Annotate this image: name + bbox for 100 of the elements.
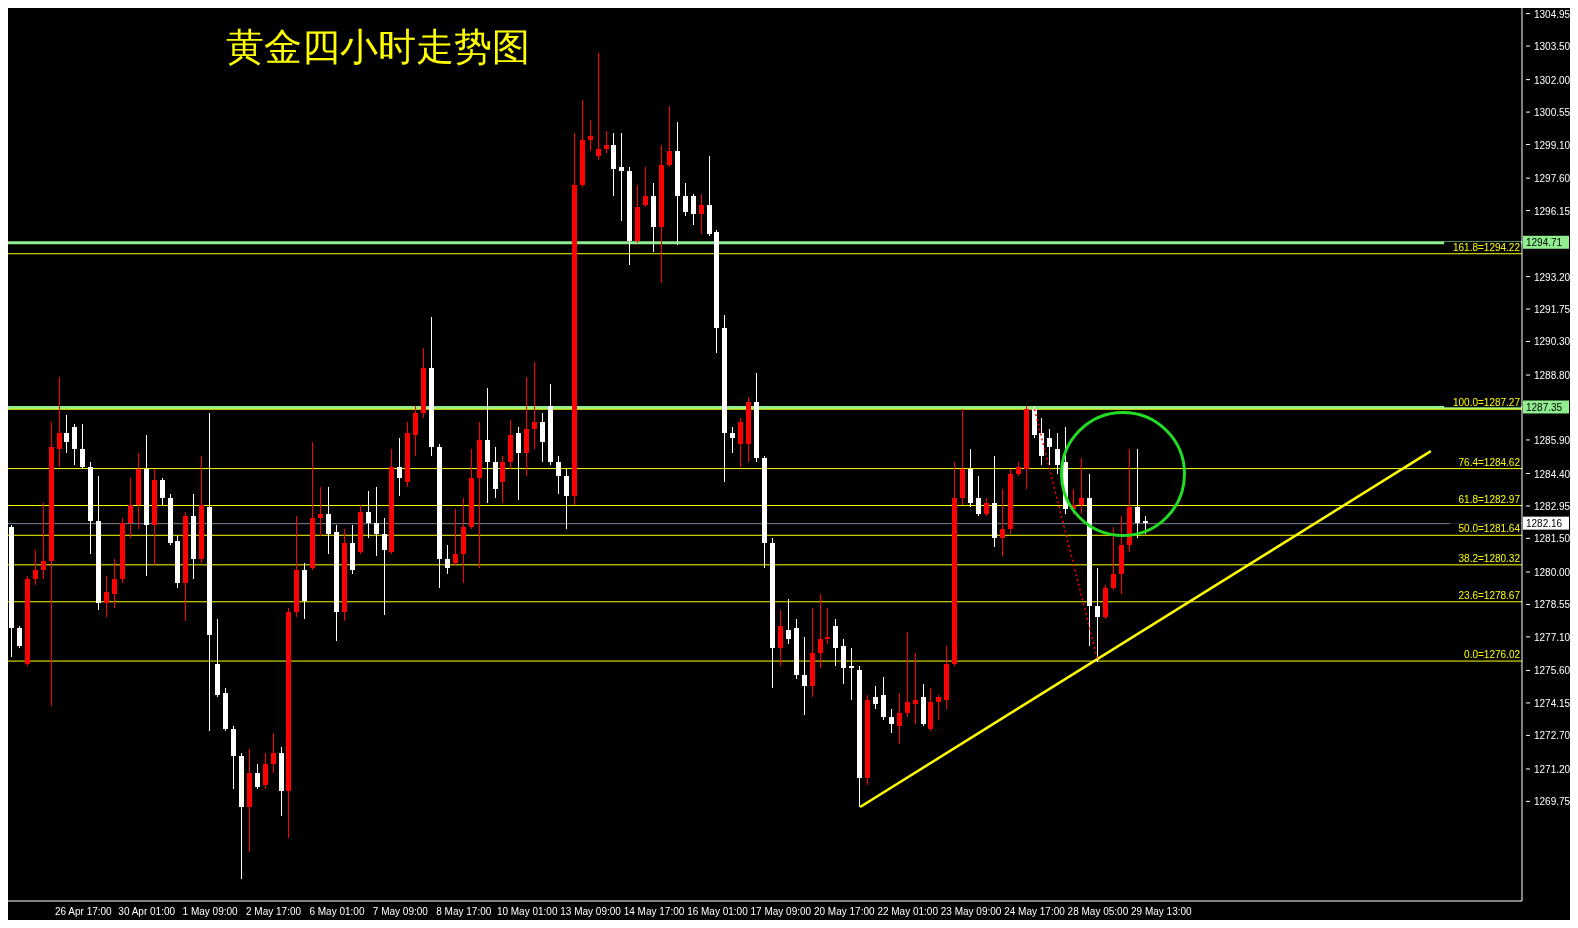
y-tick-label: 1304.95 [1534, 8, 1571, 20]
x-tick-label: 13 May 09:00 [560, 906, 622, 917]
y-tick-label: 1271.20 [1534, 763, 1571, 775]
y-tick-label: 1280.00 [1534, 567, 1571, 578]
candlestick [485, 387, 490, 504]
candlestick [64, 414, 69, 454]
x-tick-label: 10 May 01:00 [496, 906, 558, 917]
candlestick [881, 676, 886, 721]
ref-line-label: 1287.35 [1526, 401, 1563, 413]
candlestick [160, 477, 165, 506]
candlestick [841, 638, 846, 685]
y-tick-label: 1277.10 [1534, 631, 1571, 643]
x-tick-label: 8 May 17:00 [436, 906, 492, 917]
y-tick-label: 1281.50 [1534, 533, 1571, 545]
candlestick [683, 182, 688, 217]
candlestick [905, 631, 910, 718]
ref-line-label: 1294.71 [1526, 236, 1563, 248]
y-tick-label: 1282.95 [1534, 500, 1571, 512]
x-tick-label: 2 May 17:00 [246, 906, 302, 917]
candlestick [263, 752, 268, 790]
candlestick [913, 652, 918, 725]
y-tick-label: 1274.15 [1534, 697, 1571, 709]
candlestick [128, 477, 133, 539]
candlestick [318, 486, 323, 537]
candlestick [57, 376, 62, 468]
candlestick [104, 575, 109, 618]
candlestick [453, 508, 458, 566]
y-tick-label: 1297.60 [1534, 173, 1571, 185]
ref-line-label: 23.6=1278.67 [1458, 589, 1521, 601]
candlestick [873, 685, 878, 710]
x-tick-label: 22 May 01:00 [877, 906, 939, 917]
candlestick [976, 475, 981, 517]
candlestick [445, 544, 450, 575]
candlestick [540, 412, 545, 463]
y-tick-label: 1293.20 [1534, 271, 1571, 283]
candlestick [41, 502, 46, 580]
y-tick-label: 1302.00 [1534, 74, 1571, 86]
candlestick [818, 593, 823, 669]
x-tick-label: 29 May 13:00 [1131, 906, 1193, 917]
candlestick [778, 609, 783, 667]
y-tick-label: 1284.40 [1534, 468, 1571, 480]
ref-line-label: 161.8=1294.22 [1452, 241, 1521, 253]
y-tick-label: 1288.80 [1534, 370, 1571, 382]
candlestick [1079, 457, 1084, 515]
candlestick [516, 426, 521, 501]
candlestick [255, 763, 260, 790]
x-tick-label: 7 May 09:00 [372, 906, 429, 917]
candlestick [33, 549, 38, 586]
candlestick [691, 193, 696, 226]
x-tick-label: 14 May 17:00 [623, 906, 685, 917]
candlestick [667, 105, 672, 168]
ref-line-label: 1282.16 [1526, 517, 1563, 529]
ref-line-label: 76.4=1284.62 [1458, 456, 1521, 468]
candlestick [738, 417, 743, 468]
x-tick-label: 23 May 09:00 [940, 906, 1002, 917]
candlestick [1055, 432, 1060, 475]
x-tick-label: 6 May 01:00 [309, 906, 365, 917]
y-tick-label: 1278.55 [1534, 599, 1571, 611]
candlestick [366, 490, 371, 539]
candlestick [397, 437, 402, 497]
y-tick-label: 1296.15 [1534, 205, 1571, 217]
candlestick [1095, 567, 1100, 663]
candlestick [1000, 488, 1005, 557]
candlestick [833, 618, 838, 667]
candlestick [619, 132, 624, 222]
ref-line-label: 50.0=1281.64 [1458, 523, 1521, 535]
y-tick-label: 1272.70 [1534, 730, 1571, 742]
y-tick-label: 1291.75 [1534, 304, 1571, 316]
candlestick [1111, 526, 1116, 591]
candlestick [112, 558, 117, 609]
y-tick-label: 1303.50 [1534, 41, 1571, 53]
ref-line-label: 38.2=1280.32 [1458, 552, 1521, 564]
x-tick-label: 30 Apr 01:00 [118, 906, 176, 917]
candlestick [588, 119, 593, 152]
candlestick [643, 166, 648, 208]
candlestick [1039, 417, 1044, 466]
candlestick [897, 692, 902, 745]
candlestick [889, 708, 894, 734]
candlestick [825, 607, 830, 645]
x-tick-label: 26 Apr 17:00 [54, 906, 113, 917]
x-tick-label: 16 May 01:00 [687, 906, 749, 917]
y-tick-label: 1275.60 [1534, 665, 1571, 677]
candlestick [271, 732, 276, 774]
x-tick-label: 20 May 17:00 [813, 906, 875, 917]
y-tick-label: 1285.90 [1534, 434, 1571, 446]
y-tick-label: 1290.30 [1534, 336, 1571, 348]
text: 黄金四小时走势图 [226, 24, 530, 71]
y-tick-label: 1299.10 [1534, 139, 1571, 151]
y-tick-label: 1269.75 [1534, 796, 1571, 808]
candlestick [936, 694, 941, 721]
candlestick [730, 426, 735, 454]
ref-line-label: 100.0=1287.27 [1452, 397, 1521, 409]
candlestick [413, 405, 418, 457]
x-tick-label: 17 May 09:00 [750, 906, 812, 917]
candlestick [556, 455, 561, 495]
candlestick [500, 455, 505, 504]
ref-line-label: 61.8=1282.97 [1458, 493, 1521, 505]
ref-line-label: 0.0=1276.02 [1464, 649, 1521, 661]
candlestick [1047, 428, 1052, 466]
candlestick [604, 130, 609, 154]
